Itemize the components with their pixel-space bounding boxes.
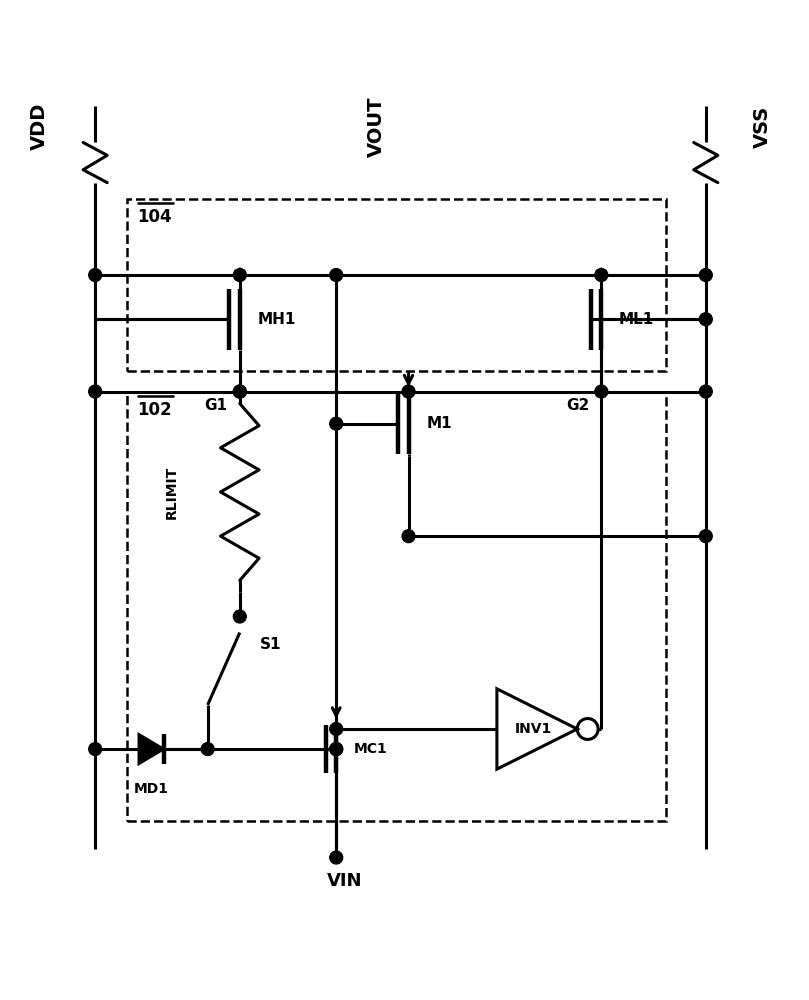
Circle shape (330, 743, 343, 755)
Circle shape (330, 743, 343, 755)
Text: MH1: MH1 (257, 312, 296, 327)
Text: VSS: VSS (752, 105, 772, 148)
Text: G1: G1 (205, 398, 228, 413)
Text: VOUT: VOUT (366, 96, 386, 157)
Text: S1: S1 (260, 637, 282, 652)
Circle shape (699, 385, 712, 398)
Text: RLIMIT: RLIMIT (164, 465, 179, 519)
Circle shape (402, 530, 415, 543)
Circle shape (595, 385, 608, 398)
Text: G2: G2 (566, 398, 589, 413)
Circle shape (233, 385, 246, 398)
Polygon shape (138, 734, 164, 764)
Circle shape (201, 743, 214, 755)
Circle shape (699, 530, 712, 543)
Circle shape (233, 269, 246, 281)
Text: MC1: MC1 (354, 742, 388, 756)
Circle shape (595, 269, 608, 281)
Circle shape (330, 851, 343, 864)
Circle shape (89, 385, 102, 398)
Text: INV1: INV1 (515, 722, 552, 736)
Circle shape (402, 385, 415, 398)
Text: MD1: MD1 (134, 782, 169, 796)
Text: 102: 102 (137, 401, 172, 419)
Text: VIN: VIN (327, 872, 362, 890)
Circle shape (233, 610, 246, 623)
Circle shape (233, 385, 246, 398)
Text: M1: M1 (426, 416, 451, 431)
Circle shape (330, 417, 343, 430)
Circle shape (89, 269, 102, 281)
Circle shape (699, 313, 712, 326)
Text: VDD: VDD (29, 103, 49, 150)
Circle shape (330, 723, 343, 735)
Circle shape (89, 743, 102, 755)
Circle shape (699, 269, 712, 281)
Circle shape (330, 269, 343, 281)
Text: 104: 104 (137, 208, 172, 226)
Text: ML1: ML1 (619, 312, 654, 327)
